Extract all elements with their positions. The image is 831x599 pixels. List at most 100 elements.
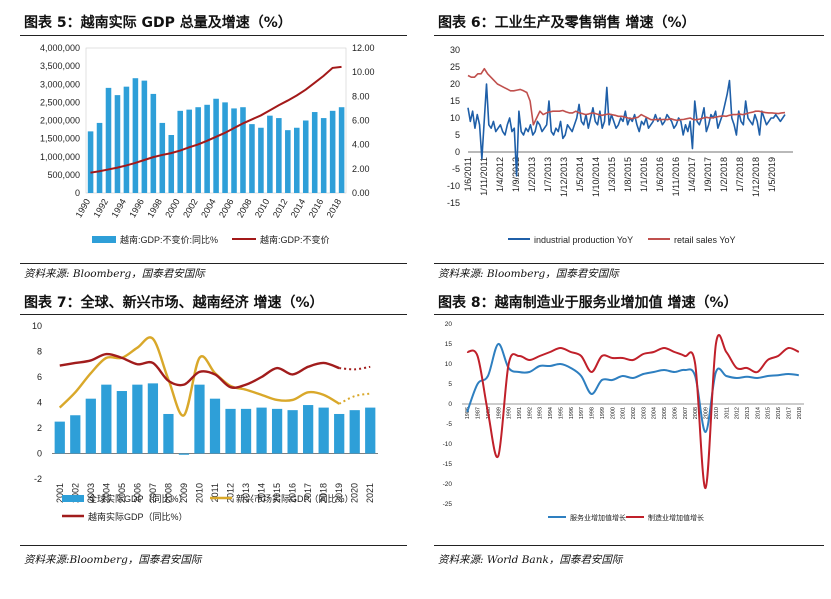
bar-growth <box>213 98 219 193</box>
source-note-gdp: 资料来源: Bloomberg，国泰君安国际 <box>24 268 205 280</box>
right-axis-tick-label: 4.00 <box>352 140 370 150</box>
y-tick-label: -20 <box>443 481 453 488</box>
bar-growth <box>311 112 318 193</box>
chart-panel-world-growth: 图表 7：全球、新兴市场、越南经济 增速（%） 10 8 6 4 2 0 -2 2001 200… <box>0 290 415 599</box>
x-tick-label: 2014 <box>289 197 308 219</box>
bar-global-gdp <box>349 410 360 454</box>
x-tick-label: 1/4/2017 <box>687 157 697 192</box>
bar-growth <box>240 107 246 193</box>
bar-global-gdp <box>54 421 65 454</box>
x-tick-label: 2002 <box>181 197 200 219</box>
bar-global-gdp <box>318 407 329 454</box>
y-tick-label: -15 <box>447 198 460 208</box>
x-tick-label: 2015 <box>766 407 772 419</box>
bar-growth <box>320 118 327 193</box>
bar-growth <box>249 124 255 193</box>
x-tick-label: 1989 <box>496 407 502 419</box>
legend-label-manufacturing: 制造业增加值增长 <box>648 513 704 522</box>
legend-label-industrial: industrial production YoY <box>534 235 633 245</box>
x-tick-label: 2008 <box>163 483 173 503</box>
x-tick-label: 1986 <box>465 407 471 419</box>
legend-swatch-global <box>62 495 84 502</box>
x-tick-label: 2017 <box>303 483 313 503</box>
x-tick-label: 1/6/2011 <box>463 157 473 191</box>
x-tick-label: 1/2/2018 <box>719 157 729 192</box>
x-tick-label: 1/11/2011 <box>479 157 489 196</box>
x-tick-label: 1997 <box>579 407 585 419</box>
y-tick-label: -5 <box>446 421 452 428</box>
line-vietnam-gdp-forecast <box>339 365 371 371</box>
bar-growth <box>231 108 237 193</box>
x-tick-label: 1/12/2018 <box>751 157 761 197</box>
x-tick-label: 1/1/2016 <box>639 157 649 192</box>
right-axis-tick-label: 0.00 <box>352 188 370 198</box>
bar-growth <box>114 95 121 193</box>
x-tick-label: 1/8/2015 <box>623 157 633 192</box>
bar-growth <box>294 127 300 193</box>
bar-growth <box>204 104 210 193</box>
bar-global-gdp <box>178 453 190 455</box>
x-tick-label: 2016 <box>288 483 298 503</box>
x-tick-label: 2018 <box>797 407 803 419</box>
left-axis-tick-label: 2,500,000 <box>40 97 80 107</box>
title-rule <box>20 314 407 315</box>
bar-growth <box>177 110 184 193</box>
x-tick-label: 1/7/2018 <box>735 157 745 192</box>
title-rule <box>434 35 824 36</box>
x-tick-label: 1993 <box>538 407 544 419</box>
x-tick-label: 2018 <box>325 197 344 219</box>
x-tick-label: 1994 <box>548 407 554 419</box>
x-tick-label: 2017 <box>786 407 792 419</box>
x-tick-label: 1/12/2013 <box>559 157 569 197</box>
x-tick-label: 1990 <box>507 407 513 419</box>
chart-title-gdp: 图表 5：越南实际 GDP 总量及增速（%） <box>24 15 292 31</box>
legend-label-global: 全球实际GDP（同比%） <box>88 493 188 504</box>
x-tick-label: 2014 <box>257 483 267 503</box>
x-tick-label: 2005 <box>662 407 668 419</box>
bar-global-gdp <box>85 398 96 454</box>
x-tick-label: 1/4/2012 <box>495 157 505 192</box>
line-manufacturing-growth <box>466 334 800 490</box>
x-tick-label: 2009 <box>704 407 710 419</box>
x-tick-label: 1992 <box>527 407 533 419</box>
x-tick-label: 2013 <box>241 483 251 503</box>
x-tick-label: 1996 <box>569 407 575 419</box>
bar-global-gdp <box>303 405 314 454</box>
x-tick-label: 2009 <box>179 483 189 503</box>
legend-label-services: 服务业增加值增长 <box>570 513 626 522</box>
bar-global-gdp <box>163 413 174 454</box>
y-tick-label: 10 <box>445 361 453 368</box>
x-tick-label: 2003 <box>86 483 96 503</box>
gdp-chart: 4,000,000 3,500,000 3,000,000 2,500,000 2,00… <box>40 43 375 245</box>
bar-growth <box>195 107 201 193</box>
y-tick-label: 10 <box>450 113 460 123</box>
source-note-world-growth: 资料来源:Bloomberg，国泰君安国际 <box>24 554 202 566</box>
y-tick-label: -15 <box>443 461 453 468</box>
y-tick-label: 5 <box>455 130 460 140</box>
right-axis-tick-label: 8.00 <box>352 91 370 101</box>
bar-growth <box>329 110 336 193</box>
industry-retail-chart: 30 25 20 15 10 5 0 -5 -10 -151/6/2011 1/11/2011 1/4… <box>447 45 793 245</box>
legend-label-bar: 越南:GDP:不变价:同比% <box>120 234 218 245</box>
x-tick-label: 1/5/2019 <box>767 157 777 192</box>
source-note-industry-retail: 资料来源: Bloomberg，国泰君安国际 <box>438 268 619 280</box>
legend-label-emerging: 新兴市场实际GDP（同比%） <box>236 493 354 504</box>
x-tick-label: 1992 <box>91 197 110 219</box>
bar-growth <box>96 122 103 193</box>
y-tick-label: 25 <box>450 62 460 72</box>
x-tick-label: 2010 <box>714 407 720 419</box>
x-tick-label: 1/11/2016 <box>671 157 681 196</box>
x-tick-label: 1/9/2017 <box>703 157 713 192</box>
y-tick-label: 10 <box>32 321 42 331</box>
title-rule <box>20 35 407 36</box>
x-tick-label: 2012 <box>226 483 236 503</box>
line-emerging-gdp-forecast <box>338 392 371 405</box>
legend-label-vietnam: 越南实际GDP（同比%） <box>88 511 188 522</box>
left-axis-tick-label: 1,500,000 <box>40 134 80 144</box>
y-tick-label: 8 <box>37 347 42 357</box>
right-axis-tick-label: 2.00 <box>352 164 370 174</box>
x-tick-label: 2018 <box>319 483 329 503</box>
x-tick-label: 1/10/2014 <box>591 157 601 197</box>
x-tick-label: 2016 <box>307 197 326 219</box>
